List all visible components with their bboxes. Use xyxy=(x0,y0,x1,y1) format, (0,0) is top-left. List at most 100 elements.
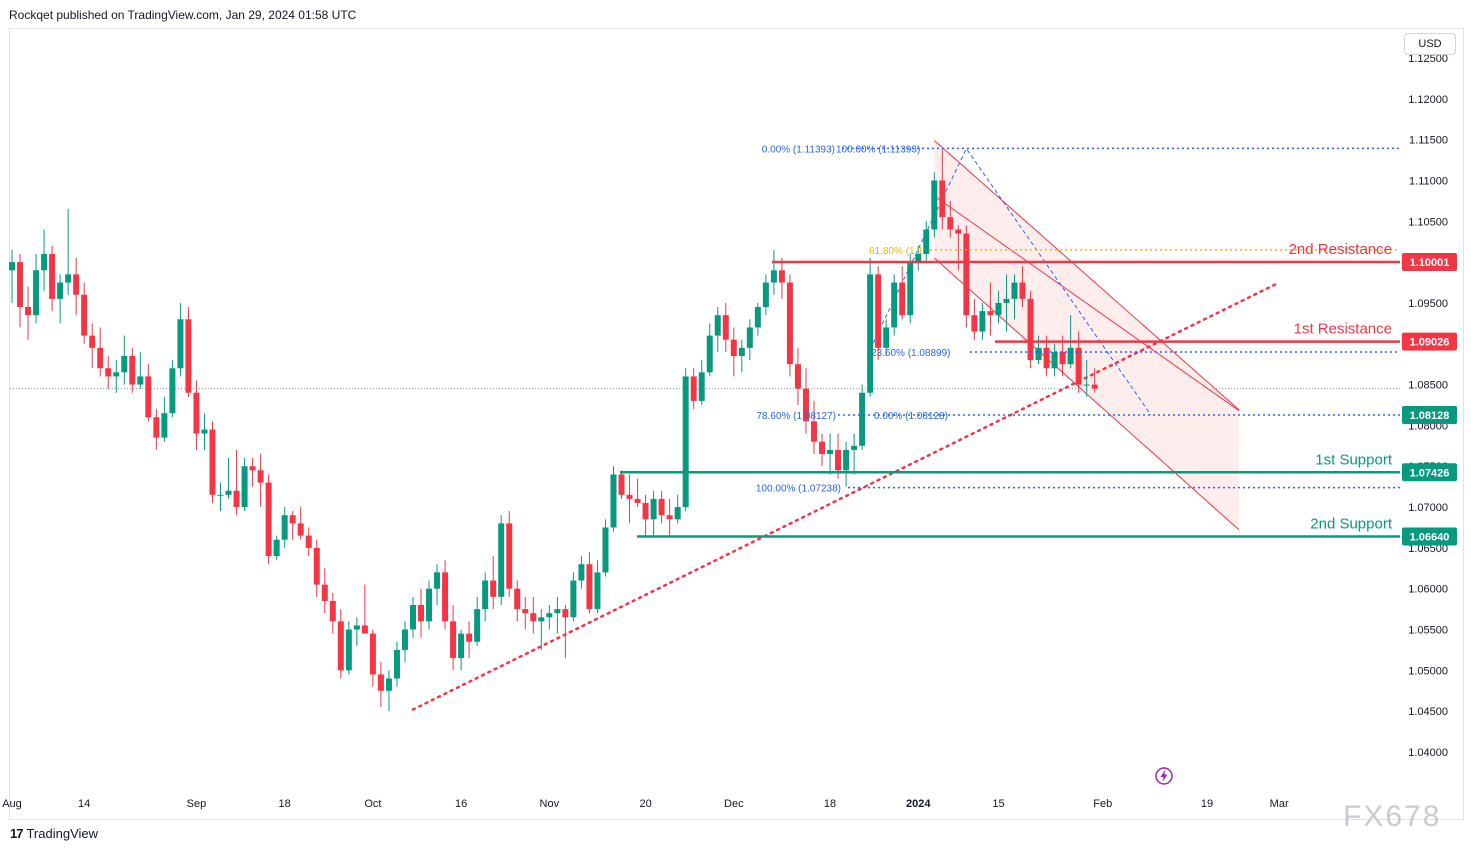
support_1-label: 1st Support xyxy=(1315,451,1393,468)
candle-body xyxy=(297,523,304,536)
candle-body xyxy=(490,580,497,597)
candle-body xyxy=(642,502,649,520)
candle-body xyxy=(995,302,1002,316)
candle-body xyxy=(97,347,104,369)
resistance_2-label: 2nd Resistance xyxy=(1289,241,1392,258)
candle-body xyxy=(907,262,914,316)
candle-body xyxy=(610,474,617,528)
fib-label: 61.80% (1.1 xyxy=(869,246,923,257)
fib-label: 100.00% (1.11393) xyxy=(836,144,920,155)
candle-body xyxy=(586,564,593,610)
candle-body xyxy=(1027,298,1034,361)
candle-body xyxy=(786,282,793,365)
x-axis-label: 19 xyxy=(1201,798,1213,810)
candle-body xyxy=(249,466,256,471)
candle-body xyxy=(393,649,400,679)
candle-body xyxy=(939,180,946,218)
candle-body xyxy=(1019,282,1026,299)
candle-body xyxy=(666,515,673,520)
currency-selector[interactable]: USD xyxy=(1404,33,1456,55)
candle-body xyxy=(899,282,906,316)
x-axis-label: Aug xyxy=(2,798,22,810)
candle-body xyxy=(827,449,834,454)
candle-body xyxy=(201,429,208,434)
candle-body xyxy=(626,494,633,499)
resistance_2-price-tag xyxy=(1402,253,1457,272)
candle-body xyxy=(81,294,88,336)
candle-body xyxy=(1035,347,1042,361)
resistance_2-price-text: 1.10001 xyxy=(1410,257,1450,269)
rising-trendline xyxy=(411,281,1281,711)
candle-body xyxy=(321,584,328,601)
y-axis-tick: 1.09500 xyxy=(1408,298,1448,310)
support_2-price-tag xyxy=(1402,527,1457,546)
candle-body xyxy=(658,498,665,516)
candle-body xyxy=(1067,347,1074,365)
lightning-icon[interactable] xyxy=(1155,767,1173,785)
candle-body xyxy=(337,621,344,671)
candle-body xyxy=(17,262,24,308)
fx678-watermark: FX678 xyxy=(1343,800,1442,833)
fib-label: 100.00% (1.07238) xyxy=(756,484,841,495)
x-axis-label: 20 xyxy=(639,798,651,810)
candle-body xyxy=(129,356,136,385)
candle-body xyxy=(947,217,954,230)
candle-body xyxy=(1075,347,1082,385)
candle-body xyxy=(867,274,874,393)
current-price-text: 1.08128 xyxy=(1410,410,1450,422)
candle-body xyxy=(289,515,296,524)
candle-body xyxy=(41,253,48,271)
candle-body xyxy=(193,392,200,434)
candle-body xyxy=(450,621,457,659)
candle-body xyxy=(361,625,368,634)
candle-body xyxy=(754,307,761,328)
y-axis-tick: 1.11000 xyxy=(1409,175,1448,187)
y-axis-tick: 1.05000 xyxy=(1408,665,1448,677)
y-axis-tick: 1.08500 xyxy=(1408,380,1448,392)
resistance_1-price-text: 1.09026 xyxy=(1410,337,1450,349)
candle-body xyxy=(49,253,56,299)
candle-body xyxy=(225,490,232,495)
candle-body xyxy=(113,372,120,377)
channel-fill xyxy=(934,140,1240,530)
candle-body xyxy=(313,547,320,585)
candle-body xyxy=(819,441,826,454)
x-axis-label: Oct xyxy=(364,798,381,810)
candle-body xyxy=(377,674,384,691)
candle-body xyxy=(305,535,312,548)
candle-body xyxy=(802,388,809,422)
x-axis-label: 2024 xyxy=(906,798,931,810)
candle-body xyxy=(281,515,288,540)
candle-body xyxy=(1083,384,1090,386)
candle-body xyxy=(217,494,224,496)
x-axis-label: 18 xyxy=(824,798,836,810)
candle-body xyxy=(875,274,882,348)
candle-body xyxy=(706,335,713,373)
candle-body xyxy=(401,629,408,650)
candle-body xyxy=(682,376,689,508)
tradingview-logo[interactable]: 17 TradingView xyxy=(10,826,98,841)
candle-body xyxy=(963,233,970,316)
candle-body xyxy=(738,347,745,357)
candle-body xyxy=(618,474,625,495)
support_2-label: 2nd Support xyxy=(1310,515,1393,532)
axis-layer: 1.12500 1.12000 1.11500 1.11000 1.10500 1.100… xyxy=(2,53,1457,810)
candle-body xyxy=(369,633,376,675)
candle-body xyxy=(1051,351,1058,369)
candle-body xyxy=(185,319,192,393)
candle-body xyxy=(530,613,537,622)
candle-body xyxy=(73,274,80,295)
candle-body xyxy=(1059,351,1066,365)
candle-body xyxy=(522,609,529,614)
candle-body xyxy=(554,609,561,614)
x-axis-label: Dec xyxy=(724,798,744,810)
candle-body xyxy=(546,613,553,618)
candle-body xyxy=(762,282,769,308)
candle-body xyxy=(57,282,64,299)
candle-body xyxy=(442,572,449,622)
candle-body xyxy=(121,356,128,373)
candle-body xyxy=(843,449,850,471)
candle-body xyxy=(770,270,777,283)
candle-body xyxy=(137,376,144,385)
